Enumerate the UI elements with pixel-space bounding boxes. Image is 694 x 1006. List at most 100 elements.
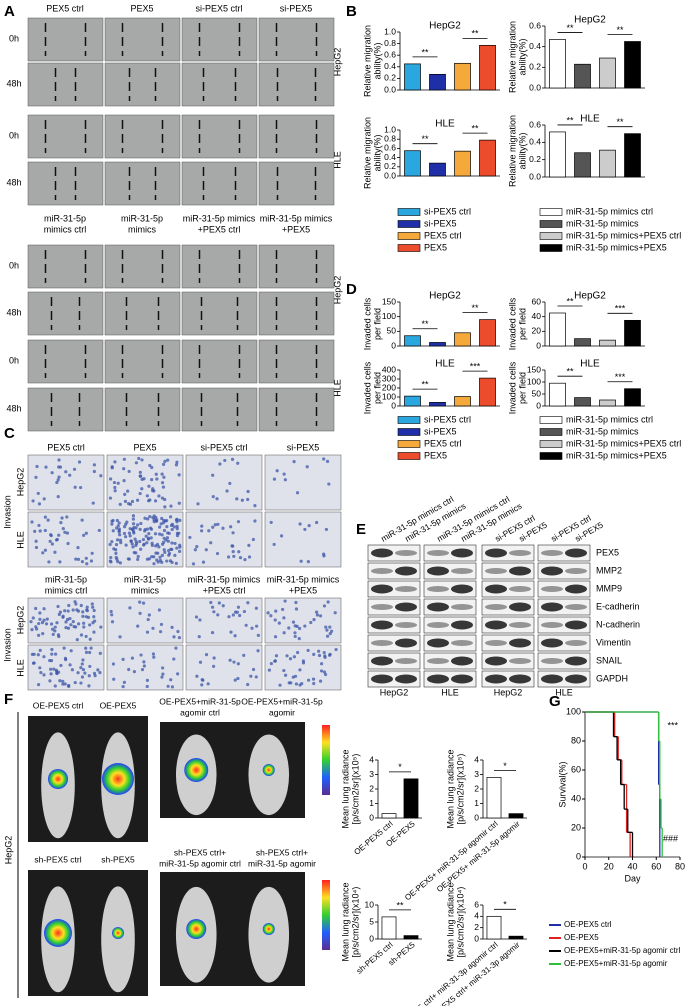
cell-dot [82,625,86,629]
cell-dot [69,649,73,653]
blot-band [395,550,417,556]
cell-dot [113,489,117,493]
photo [258,17,335,62]
bar [624,319,641,347]
bar [429,162,446,177]
cell-dot [84,646,88,650]
blot-band [451,640,473,646]
legend-label: miR-31-5p mimics ctrl [566,206,653,216]
chart-title: HLE [580,359,600,370]
chart-title: HepG2 [574,291,606,302]
cell-dot [85,562,89,566]
cell-dot [231,549,235,554]
cell-dot [66,626,71,630]
cell-dot [73,680,77,685]
cell-dot [287,626,291,630]
cell-dot [323,654,327,658]
cell-dot [37,502,42,506]
row-label: 0h [9,33,19,43]
cell-line-label: HLE [332,379,342,397]
y-tick-label: 0.0 [384,84,396,94]
cell-dot [168,515,173,519]
cell-dot [146,517,150,521]
y-tick-label: 100 [382,391,396,401]
cell-dot [235,497,239,501]
blot-band [509,674,531,684]
cell-dot [160,516,164,521]
group-label: sh-PEX5 ctrl [34,854,81,864]
cell-dot [136,523,140,527]
cell-dot [152,520,156,524]
cell-dot [65,515,69,519]
cell-dot [42,618,46,622]
cell-dot [236,520,241,524]
cell-dot [228,481,232,486]
cell-dot [168,559,173,563]
blot-band [541,674,563,684]
cell-dot [114,551,118,556]
y-tick-label: 0.0 [529,82,541,92]
legend-label: miR-31-5p mimics+PEX5 ctrl [566,230,681,240]
group-label: miR-31-5p agomir [248,858,316,868]
color-scale [322,725,330,795]
cell-dot [87,674,91,678]
cell-dot [216,522,220,526]
cell-dot [311,677,316,681]
photo [181,244,258,289]
y-tick-label: 150 [382,296,396,306]
cell-dot [274,654,279,658]
y-tick-label: 0.6 [384,143,396,153]
photo [104,17,181,62]
y-axis-label: Relative migration [362,117,372,189]
bar [508,935,524,940]
legend-label: PEX5 [424,242,447,252]
legend-label: miR-31-5p mimics+PEX5 ctrl [566,438,681,448]
blot-band [371,620,393,630]
cell-dot [174,463,179,467]
legend-swatch [539,220,563,228]
significance-label: ** [471,123,479,133]
significance-label: *** [615,304,626,314]
photo [106,454,184,511]
cell-dot [148,514,152,519]
cell-dot [119,541,123,545]
cell-dot [130,656,135,660]
x-tick-label: 60 [651,861,661,871]
cell-dot [158,525,162,529]
cell-dot [212,610,216,614]
cell-dot [303,624,307,628]
cell-dot [79,681,83,685]
cell-dot [149,536,153,540]
cell-dot [118,561,122,565]
y-tick-label: 50 [532,388,542,398]
cell-dot [160,533,164,537]
cell-dot [37,633,41,637]
cell-dot [318,614,323,618]
legend-swatch [397,428,421,436]
legend-label: OE-PEX5 [564,933,599,942]
legend-label: OE-PEX5 ctrl [564,920,612,929]
significance-label: *** [667,720,678,730]
cell-dot [116,524,120,528]
cell-dot [178,518,182,522]
cell-dot [322,457,326,461]
cell-dot [294,600,298,605]
cell-dot [317,653,322,658]
cell-dot [254,675,258,679]
y-tick-label: 0 [536,400,541,410]
cell-dot [75,638,79,642]
photo [264,644,342,691]
cell-dot [55,621,59,625]
cell-dot [92,608,96,613]
cell-dot [155,518,159,522]
cell-dot [40,621,45,625]
cell-dot [175,527,179,531]
y-tick-label: 0.0 [529,171,541,181]
bar [403,778,419,819]
cell-dot [79,485,83,490]
cell-dot [322,552,326,556]
photo [264,454,342,511]
y-tick-label: 80 [571,735,581,745]
blot-band [565,568,587,574]
cell-dot [99,625,103,629]
